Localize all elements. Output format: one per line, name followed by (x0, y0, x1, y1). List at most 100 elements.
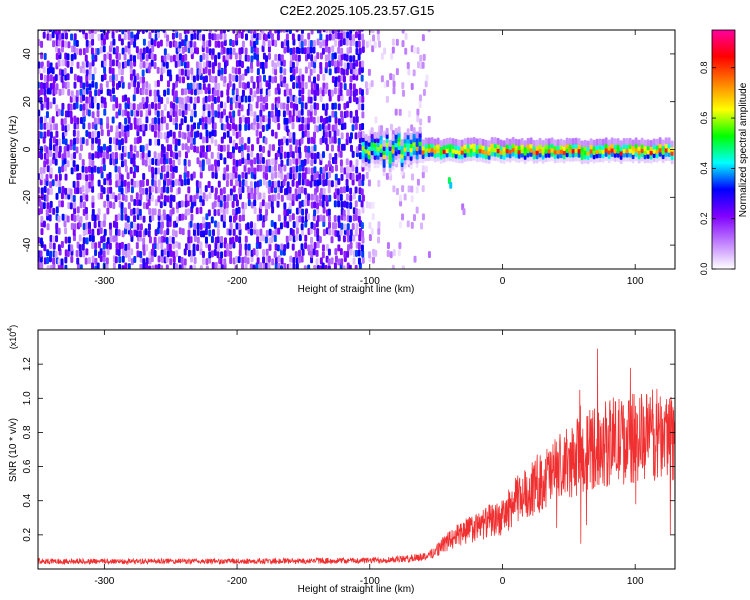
spectrogram-cell (268, 228, 272, 236)
spectrogram-cell (81, 94, 85, 102)
spectrogram-cell (351, 223, 355, 231)
spectrogram-cell (43, 186, 47, 194)
spectrogram-cell (249, 104, 253, 112)
spectrogram-cell (38, 194, 41, 202)
spectrogram-cell (123, 179, 127, 187)
spectrogram-cell (367, 179, 371, 187)
spectrogram-cell (622, 137, 626, 145)
spectrogram-cell (220, 111, 224, 119)
spectrogram-cell (232, 122, 236, 130)
spectrogram-cell (322, 30, 326, 33)
spectrogram-cell (238, 81, 242, 89)
spectrogram-cell (91, 73, 95, 81)
spectrogram-cell (232, 47, 236, 55)
spectrogram-cell (655, 138, 659, 146)
spectrogram-cell (413, 214, 417, 222)
spectrogram-cell (115, 173, 119, 181)
spectrogram-cell (349, 62, 353, 70)
spectrogram-cell (217, 111, 221, 119)
spectrogram-cell (490, 136, 494, 144)
spectrogram-cell (361, 122, 365, 130)
spectrogram-cell (340, 110, 344, 118)
spectrogram-cell (300, 108, 304, 116)
spectrogram-cell (283, 214, 287, 222)
spectrogram-cell (598, 138, 602, 146)
spectrogram-cell (39, 178, 43, 186)
spectrogram-cell (69, 110, 73, 118)
spectrogram-cell (169, 129, 173, 137)
spectrogram-cell (386, 250, 390, 258)
spectrogram-cell (262, 178, 266, 186)
spectrogram-cell (226, 144, 230, 152)
spectrogram-cell (145, 30, 149, 33)
spectrogram-cell (229, 193, 233, 201)
spectrogram-cell (82, 250, 86, 258)
spectrogram-cell (106, 122, 110, 130)
spectrogram-cell (352, 73, 356, 81)
spectrogram-cell (532, 139, 536, 147)
spectrogram-cell (324, 179, 328, 187)
spectrogram-cell (307, 264, 311, 269)
spectrogram-cell (328, 228, 332, 236)
spectrogram-cell (156, 89, 160, 97)
spectrogram-cell (201, 199, 205, 207)
spectrogram-cell (210, 185, 214, 193)
spectrogram-cell (310, 145, 314, 153)
spectrogram-cell (292, 137, 296, 145)
spectrogram-cell (85, 174, 89, 182)
spectrogram-cell (202, 52, 206, 60)
spectrogram-cell (294, 54, 298, 62)
spectrogram-cell (349, 75, 353, 83)
spectrogram-cell (70, 116, 74, 124)
spectrogram-cell (328, 68, 332, 76)
spectrogram-cell (235, 199, 239, 207)
spectrogram-cell (424, 137, 428, 145)
spectrogram-cell (220, 73, 224, 81)
spectrogram-cell (556, 139, 560, 147)
spectrogram-cell (265, 255, 269, 263)
spectrogram-cell (370, 80, 374, 88)
spectrogram-cell (246, 81, 250, 89)
spectrogram-cell (169, 115, 173, 123)
spectrogram-cell (304, 234, 308, 242)
spectrogram-cell (316, 241, 320, 249)
spectrogram-cell (253, 222, 257, 230)
spectrogram-cell (322, 73, 326, 81)
spectrogram-cell (153, 249, 157, 257)
spectrogram-cell (58, 173, 62, 181)
spectrogram-cell (577, 138, 581, 146)
spectrogram-cell (240, 95, 244, 103)
spectrogram-cell (250, 46, 254, 54)
spectrogram-cell (315, 83, 319, 91)
spectrogram-cell (385, 127, 389, 135)
spectrogram-cell (226, 173, 230, 181)
spectrogram-cell (138, 230, 142, 238)
spectrogram-cell (133, 228, 137, 236)
spectrogram-cell (232, 74, 236, 82)
spectrogram-cell (141, 69, 145, 77)
spectrogram-cell (334, 248, 338, 256)
spectrogram-cell (193, 122, 197, 130)
spectrogram-cell (226, 53, 230, 61)
spectrogram-cell (73, 215, 77, 223)
spectrogram-cell (43, 244, 47, 252)
spectrogram-cell (72, 194, 76, 202)
spectrogram-cell (309, 68, 313, 76)
spectrogram-cell (76, 75, 80, 83)
spectrogram-cell (184, 53, 188, 61)
spectrogram-cell (316, 102, 320, 110)
spectrogram-cell (127, 30, 131, 35)
spectrogram-cell (178, 96, 182, 104)
spectrogram-cell (40, 81, 44, 89)
spectrogram-cell (244, 54, 248, 62)
spectrogram-cell (321, 262, 325, 269)
spectrogram-cell (355, 159, 359, 167)
spectrogram-cell (300, 123, 304, 131)
spectrogram-cell (333, 130, 337, 138)
snr-y-tick-label: 0.6 (22, 459, 33, 473)
spectrogram-cell (196, 228, 200, 236)
spectrogram-cell (190, 201, 194, 209)
spectrogram-cell (82, 30, 86, 35)
spectrogram-cell (196, 236, 200, 244)
spectrogram-cell (559, 138, 563, 146)
